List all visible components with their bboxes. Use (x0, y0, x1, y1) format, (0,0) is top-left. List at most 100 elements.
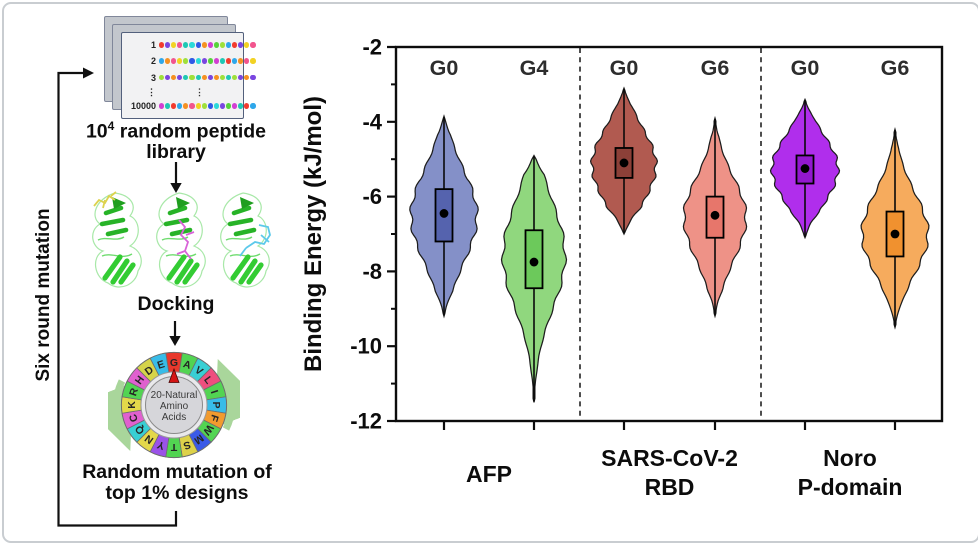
x-group-label: RBD (645, 474, 695, 500)
peptide-row-label: 2 (150, 56, 156, 67)
residue-dot (250, 58, 256, 65)
residue-dot (189, 103, 195, 109)
residue-dot (165, 58, 171, 65)
workflow-arrows (57, 67, 182, 527)
amino-acid-letter-Y: Y (156, 438, 166, 452)
residue-dot (213, 42, 219, 48)
residue-dot (159, 103, 165, 109)
binding-energy-violin-chart: G0 G4 AFP G0 G6 SARS-CoV-2 RBD G0 G6 Noro P-domain… (300, 35, 944, 500)
residue-dot (189, 74, 195, 81)
residue-dot (195, 42, 201, 48)
residue-dot (159, 58, 165, 65)
residue-dot (232, 42, 238, 48)
residue-dot (226, 103, 232, 109)
x-group-label: AFP (466, 461, 512, 487)
rotate-arrow-left (108, 379, 134, 452)
rotate-arrow-right (214, 358, 240, 431)
residue-dot (244, 58, 250, 65)
peptide-row-label: ⋮ (147, 86, 156, 97)
residue-dot (189, 58, 195, 65)
residue-dot (219, 74, 226, 81)
feedback-arrowhead (83, 67, 94, 79)
mutation-caption: Random mutation of top 1% designs (46, 462, 308, 503)
residue-dot (183, 42, 189, 48)
residue-dot (171, 42, 177, 48)
plot-frame (394, 45, 944, 423)
peptide-row-label: 10000 (130, 101, 156, 111)
docking-structures (86, 190, 276, 298)
amino-acid-letter-A: A (182, 358, 193, 372)
residue-dot (219, 103, 226, 109)
generation-label-1: G4 (520, 56, 549, 80)
amino-acid-letter-E: E (156, 358, 166, 372)
residue-dot (207, 74, 213, 81)
violin-sars-cov-2-g6-median-dot (710, 210, 720, 220)
residue-dot (207, 42, 213, 48)
residue-dot (165, 42, 171, 48)
residue-dot (183, 74, 189, 81)
violin-noro-g6-median-dot (890, 229, 900, 239)
residue-dot (238, 58, 244, 65)
residue-dot (238, 42, 244, 48)
peptide-row-label: 3 (150, 72, 156, 83)
ligand-magenta (176, 219, 195, 260)
library-caption: 104 random peptide library (56, 116, 296, 163)
residue-dot (250, 103, 256, 109)
residue-dot (244, 42, 250, 48)
residue-dot (238, 103, 244, 109)
residue-dot (232, 58, 238, 65)
residue-dot (165, 103, 171, 109)
residue-dot (226, 74, 232, 81)
peptide-row: 1 (126, 39, 256, 51)
library-caption-line2: library (146, 141, 206, 163)
peptide-row: 3 (126, 72, 256, 84)
residue-dot (201, 58, 207, 65)
residue-dot (177, 74, 183, 81)
arrowhead-2 (169, 336, 181, 346)
library-caption-rest: random peptide (114, 120, 267, 143)
residue-dot (177, 58, 183, 65)
y-axis-title: Binding Energy (kJ/mol) (300, 96, 327, 372)
generation-label-5: G6 (881, 56, 910, 80)
violin-sars-cov-2-g0-median-dot (619, 158, 629, 168)
residue-dot (195, 74, 201, 81)
residue-dot (171, 103, 177, 109)
residue-dot (201, 74, 207, 81)
residue-dot (232, 74, 238, 81)
y-tick-label: -8 (362, 259, 382, 284)
residue-dot (213, 74, 219, 81)
peptide-card-front: 1 2 3 ⋮ ⋮ 10000 (121, 32, 256, 119)
residue-dot (226, 42, 232, 48)
residue-dot (232, 103, 238, 109)
arrowhead-1 (170, 183, 182, 193)
amino-acid-letter-R: R (127, 386, 141, 397)
amino-acid-letter-S: S (182, 438, 192, 452)
peptide-sequence-dots: ⋮ (159, 87, 238, 96)
generation-label-0: G0 (430, 56, 459, 80)
residue-dot (207, 103, 213, 109)
generation-label-2: G0 (610, 56, 639, 80)
peptide-sequence-dots (159, 74, 256, 81)
residue-dot (159, 42, 165, 48)
residue-dot (195, 58, 201, 65)
amino-acid-letter-C: C (127, 412, 141, 423)
residue-dot (201, 42, 207, 48)
residue-dot (219, 58, 226, 65)
violin-noro-g0-median-dot (800, 164, 810, 173)
residue-dot (171, 58, 177, 65)
residue-dot (207, 58, 213, 65)
peptide-row: 2 (126, 55, 256, 67)
violin-afp-g0-median-dot (439, 209, 449, 218)
x-group-label: SARS-CoV-2 (601, 445, 738, 471)
mutation-caption-line2: top 1% designs (105, 481, 249, 504)
residue-dot (250, 42, 256, 48)
violin-afp-g4-median-dot (529, 257, 539, 267)
residue-dot (226, 58, 232, 65)
residue-dot (213, 58, 219, 65)
peptide-sequence-dots (159, 58, 256, 65)
residue-dot (171, 74, 177, 81)
amino-acid-letter-I: I (208, 389, 220, 396)
docking-caption: Docking (137, 293, 215, 315)
feedback-loop-line (57, 71, 178, 527)
